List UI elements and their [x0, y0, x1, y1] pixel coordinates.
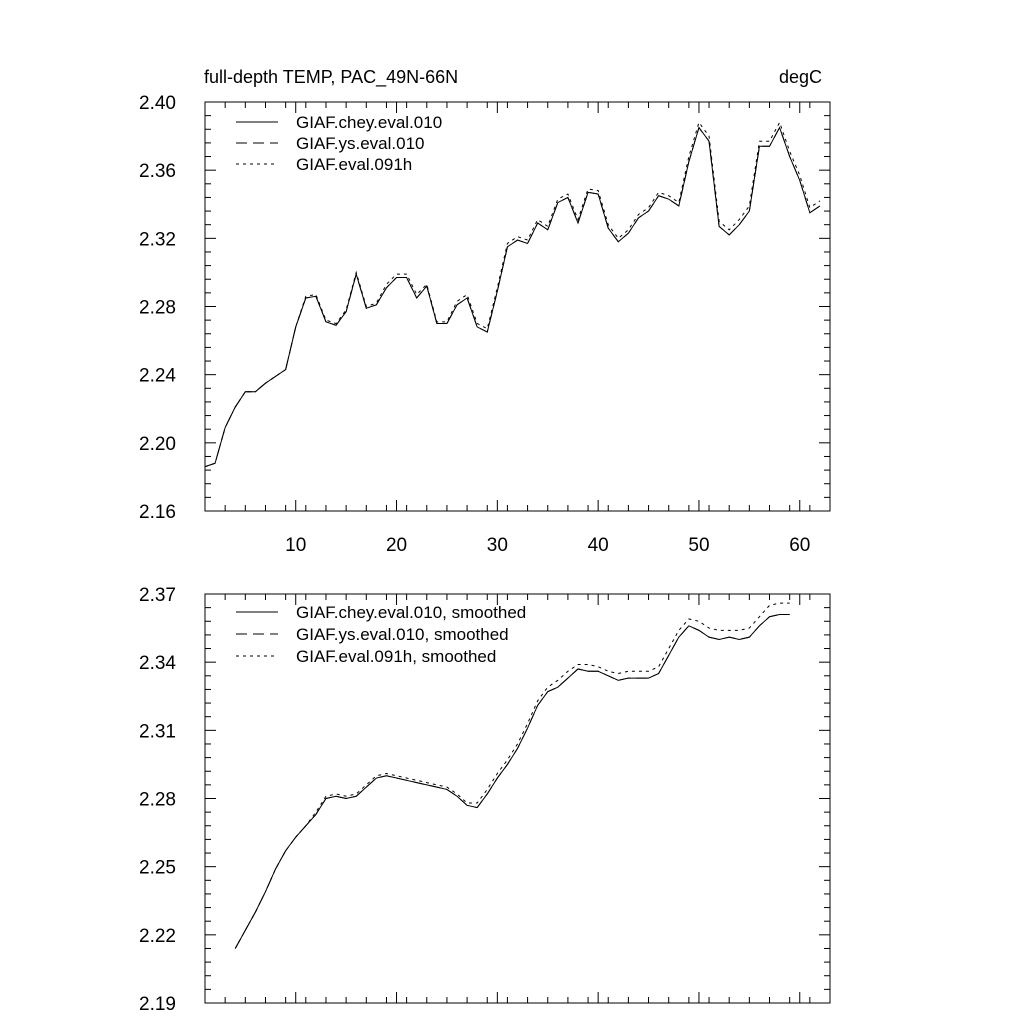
bottom-legend-label-2: GIAF.ys.eval.010, smoothed	[296, 625, 509, 644]
bottom-y-tick-label: 2.19	[139, 994, 176, 1015]
top-y-tick-label: 2.28	[139, 298, 176, 319]
top-y-tick-label: 2.20	[139, 434, 176, 455]
bottom-legend-label-1: GIAF.chey.eval.010, smoothed	[296, 603, 526, 622]
top-x-tick-label: 60	[789, 535, 810, 556]
top-y-tick-label: 2.36	[139, 161, 176, 182]
top-y-tick-label: 2.24	[139, 366, 176, 387]
top-y-tick-label: 2.32	[139, 229, 176, 250]
bottom-y-tick-label: 2.34	[139, 653, 176, 674]
bottom-y-tick-label: 2.37	[139, 585, 176, 606]
top-legend-label-2: GIAF.ys.eval.010	[296, 134, 425, 153]
bottom-y-tick-label: 2.25	[139, 858, 176, 879]
top-y-tick-label: 2.40	[139, 93, 176, 114]
top-series-line-2	[204, 126, 821, 468]
top-chart-units: degC	[779, 67, 822, 87]
top-legend-label-1: GIAF.chey.eval.010	[296, 113, 442, 132]
top-x-tick-label: 20	[386, 535, 407, 556]
bottom-y-tick-label: 2.28	[139, 790, 176, 811]
top-x-tick-label: 50	[688, 535, 709, 556]
top-series-line-1	[204, 126, 821, 468]
bottom-y-tick-label: 2.22	[139, 926, 176, 947]
top-legend-label-3: GIAF.eval.091h	[296, 155, 412, 174]
top-y-tick-label: 2.16	[139, 502, 176, 523]
top-panel: full-depth TEMP, PAC_49N-66N degC 10 20 30…	[139, 67, 831, 556]
top-series-line-3	[204, 121, 821, 468]
top-x-tick-label: 40	[588, 535, 609, 556]
bottom-panel: 2.19 2.22 2.25 2.28 2.31 2.34 2.37 GIAF.chey.ev…	[139, 585, 831, 1015]
bottom-y-tick-label: 2.31	[139, 721, 176, 742]
bottom-series-line-3	[234, 602, 790, 949]
bottom-series-line-2	[234, 613, 790, 949]
top-x-tick-label: 30	[487, 535, 508, 556]
top-x-tick-label: 10	[285, 535, 306, 556]
bottom-legend-label-3: GIAF.eval.091h, smoothed	[296, 647, 496, 666]
top-chart-title: full-depth TEMP, PAC_49N-66N	[204, 67, 458, 88]
